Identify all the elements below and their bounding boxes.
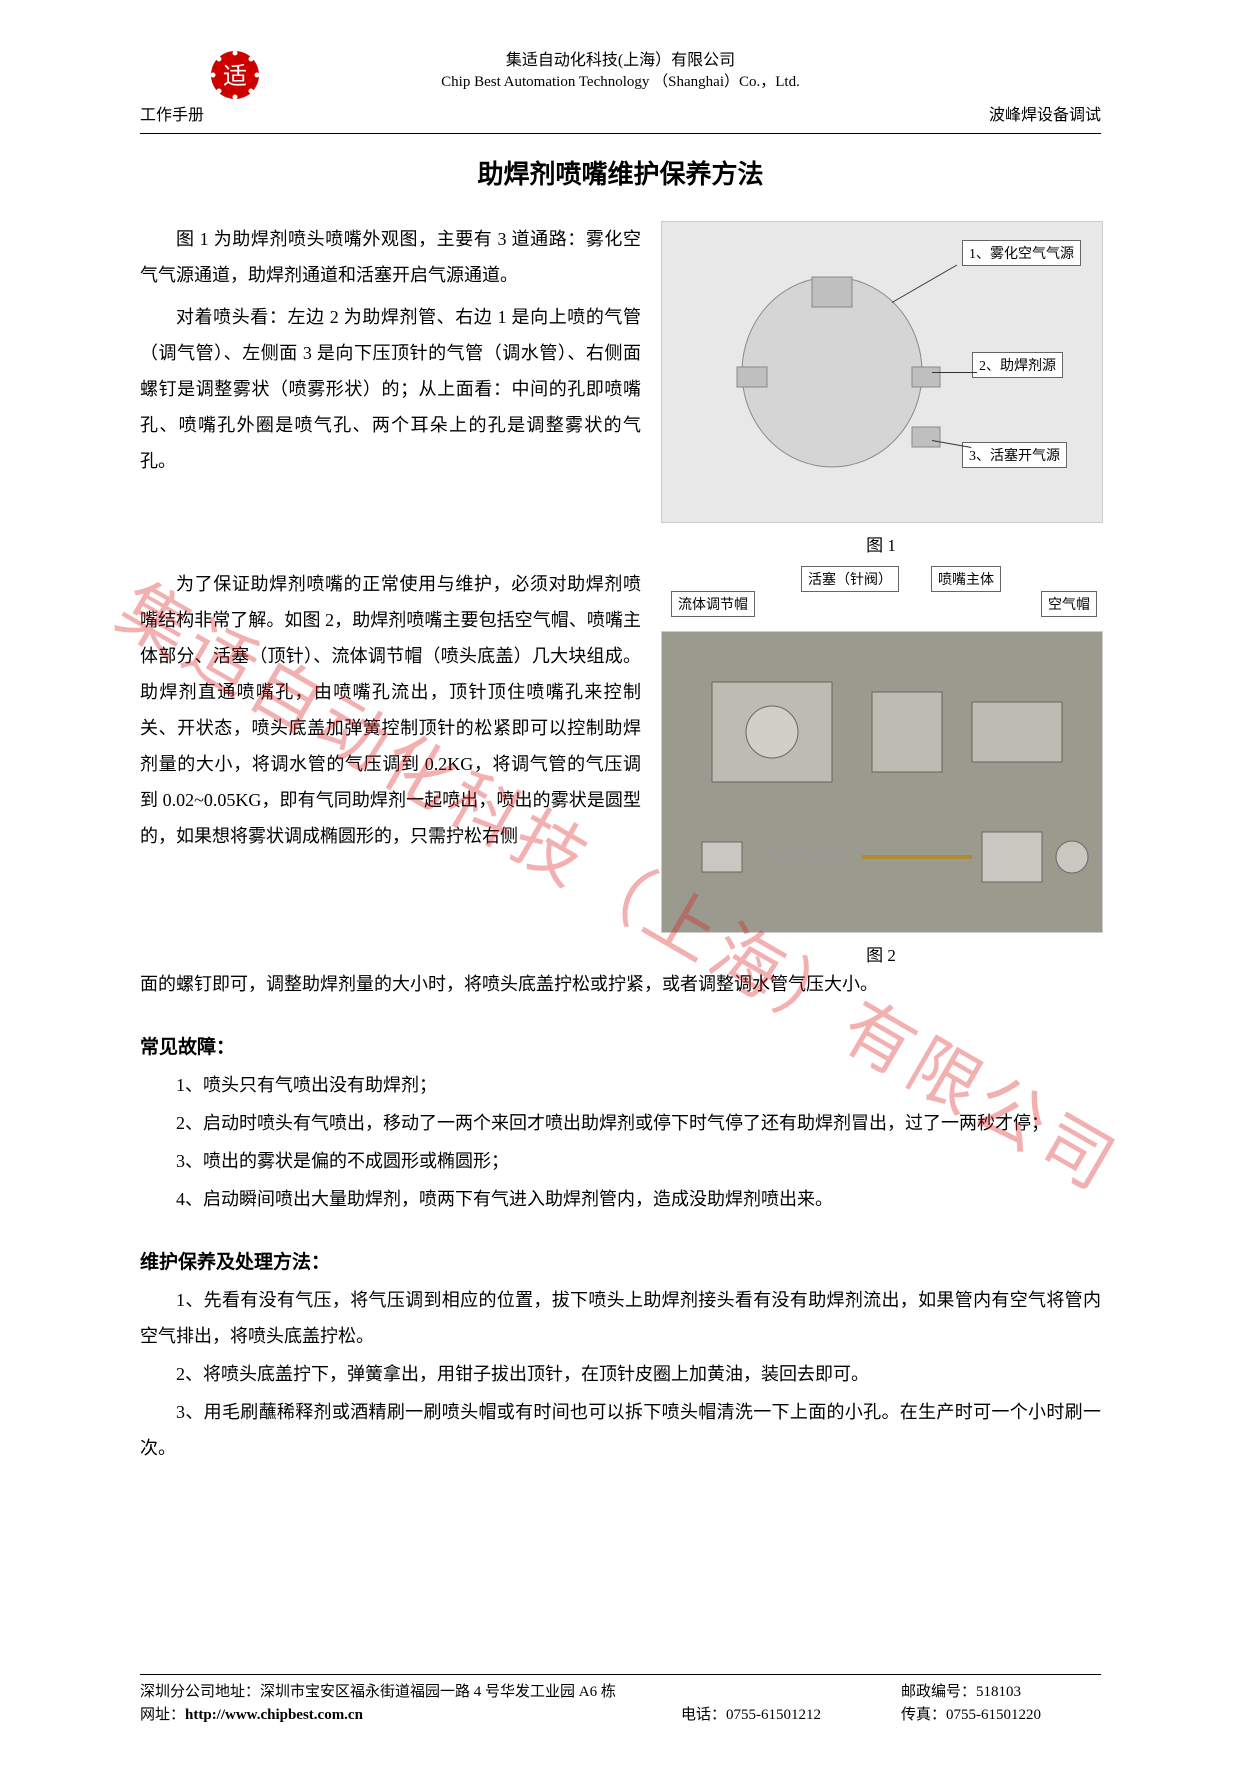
footer-address-label: 深圳分公司地址：: [140, 1684, 260, 1700]
footer-website-value: http://www.chipbest.com.cn: [185, 1707, 363, 1723]
figure-2-image: [661, 631, 1103, 933]
company-name-en: Chip Best Automation Technology （Shangha…: [140, 72, 1101, 93]
figure-2-caption: 图 2: [661, 941, 1101, 966]
fig2-label-flow: 流体调节帽: [671, 591, 755, 617]
footer-website: 网址：http://www.chipbest.com.cn: [140, 1704, 681, 1727]
footer-address: 深圳分公司地址：深圳市宝安区福永街道福园一路 4 号华发工业园 A6 栋: [140, 1681, 901, 1704]
maint-3: 3、用毛刷蘸稀释剂或酒精刷一刷喷头帽或有时间也可以拆下喷头帽清洗一下上面的小孔。…: [140, 1394, 1101, 1466]
para-3-continued: 面的螺钉即可，调整助焊剂量的大小时，将喷头底盖拧松或拧紧，或者调整调水管气压大小…: [140, 966, 1101, 1002]
para-3b: 面的螺钉即可，调整助焊剂量的大小时，将喷头底盖拧松或拧紧，或者调整调水管气压大小…: [140, 966, 1101, 1002]
fault-4: 4、启动瞬间喷出大量助焊剂，喷两下有气进入助焊剂管内，造成没助焊剂喷出来。: [140, 1181, 1101, 1217]
page: 适 集适自动化科技(上海）有限公司 Chip Best Automation T…: [0, 0, 1241, 1766]
fault-1: 1、喷头只有气喷出没有助焊剂；: [140, 1067, 1101, 1103]
fig1-label-1: 1、雾化空气气源: [962, 240, 1081, 266]
logo: 适: [210, 50, 260, 100]
maint-2: 2、将喷头底盖拧下，弹簧拿出，用钳子拔出顶针，在顶针皮圈上加黄油，装回去即可。: [140, 1356, 1101, 1392]
footer-postcode-value: 518103: [976, 1684, 1021, 1700]
footer-website-label: 网址：: [140, 1707, 185, 1723]
figure-1: 1、雾化空气气源 2、助焊剂源 3、活塞开气源 图 1: [661, 221, 1101, 556]
company-name-cn: 集适自动化科技(上海）有限公司: [140, 50, 1101, 72]
footer-postcode: 邮政编号：518103: [901, 1681, 1101, 1704]
fig1-leader-2: [932, 372, 977, 373]
footer-fax-value: 0755-61501220: [946, 1707, 1041, 1723]
header-row: 工作手册 波峰焊设备调试: [140, 101, 1101, 125]
fault-2: 2、启动时喷头有气喷出，移动了一两个来回才喷出助焊剂或停下时气停了还有助焊剂冒出…: [140, 1105, 1101, 1141]
svg-text:适: 适: [223, 63, 247, 90]
page-header: 适 集适自动化科技(上海）有限公司 Chip Best Automation T…: [140, 50, 1101, 134]
footer-fax-label: 传真：: [901, 1707, 946, 1723]
page-footer: 深圳分公司地址：深圳市宝安区福永街道福园一路 4 号华发工业园 A6 栋 邮政编…: [140, 1674, 1101, 1726]
para-2: 对着喷头看：左边 2 为助焊剂管、右边 1 是向上喷的气管（调气管）、左侧面 3…: [140, 299, 641, 479]
figure-1-caption: 图 1: [661, 531, 1101, 556]
mid-left-text: 为了保证助焊剂喷嘴的正常使用与维护，必须对助焊剂喷嘴结构非常了解。如图 2，助焊…: [140, 566, 641, 966]
footer-phone-value: 0755-61501212: [726, 1707, 821, 1723]
figure-2-area: 流体调节帽 活塞（针阀） 喷嘴主体 空气帽 图 2: [661, 566, 1101, 966]
footer-postcode-label: 邮政编号：: [901, 1684, 976, 1700]
figure-1-area: 1、雾化空气气源 2、助焊剂源 3、活塞开气源 图 1: [661, 221, 1101, 556]
para-1: 图 1 为助焊剂喷头喷嘴外观图，主要有 3 道通路：雾化空气气源通道，助焊剂通道…: [140, 221, 641, 293]
footer-address-value: 深圳市宝安区福永街道福园一路 4 号华发工业园 A6 栋: [260, 1684, 616, 1700]
header-left-label: 工作手册: [140, 101, 204, 125]
maint-1: 1、先看有没有气压，将气压调到相应的位置，拔下喷头上助焊剂接头看有没有助焊剂流出…: [140, 1282, 1101, 1354]
content-upper: 图 1 为助焊剂喷头喷嘴外观图，主要有 3 道通路：雾化空气气源通道，助焊剂通道…: [140, 221, 1101, 556]
footer-phone: 电话：0755-61501212: [681, 1704, 901, 1727]
content-mid: 为了保证助焊剂喷嘴的正常使用与维护，必须对助焊剂喷嘴结构非常了解。如图 2，助焊…: [140, 566, 1101, 966]
fig1-label-3: 3、活塞开气源: [962, 442, 1067, 468]
fault-3: 3、喷出的雾状是偏的不成圆形或椭圆形；: [140, 1143, 1101, 1179]
para-3: 为了保证助焊剂喷嘴的正常使用与维护，必须对助焊剂喷嘴结构非常了解。如图 2，助焊…: [140, 566, 641, 854]
fig2-label-body: 喷嘴主体: [931, 566, 1001, 592]
fig2-label-air: 空气帽: [1041, 591, 1097, 617]
header-right-label: 波峰焊设备调试: [989, 101, 1101, 125]
footer-fax: 传真：0755-61501220: [901, 1704, 1101, 1727]
faults-heading: 常见故障：: [140, 1032, 1101, 1059]
fig1-label-2: 2、助焊剂源: [972, 352, 1063, 378]
maint-list: 1、先看有没有气压，将气压调到相应的位置，拔下喷头上助焊剂接头看有没有助焊剂流出…: [140, 1282, 1101, 1466]
upper-left-text: 图 1 为助焊剂喷头喷嘴外观图，主要有 3 道通路：雾化空气气源通道，助焊剂通道…: [140, 221, 641, 556]
figure-1-image: 1、雾化空气气源 2、助焊剂源 3、活塞开气源: [661, 221, 1103, 523]
document-title: 助焊剂喷嘴维护保养方法: [140, 154, 1101, 191]
maint-heading: 维护保养及处理方法：: [140, 1247, 1101, 1274]
fig2-label-piston: 活塞（针阀）: [801, 566, 899, 592]
faults-list: 1、喷头只有气喷出没有助焊剂； 2、启动时喷头有气喷出，移动了一两个来回才喷出助…: [140, 1067, 1101, 1217]
footer-phone-label: 电话：: [681, 1707, 726, 1723]
